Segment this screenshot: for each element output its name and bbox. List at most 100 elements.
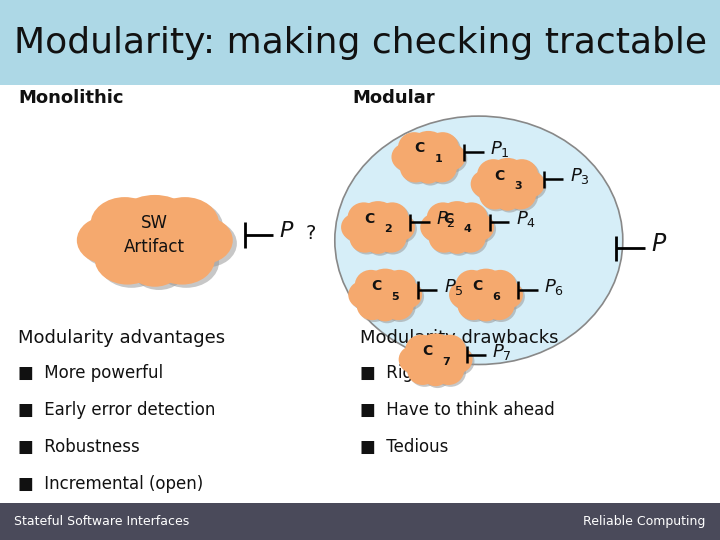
Text: Reliable Computing: Reliable Computing [583,515,706,528]
Ellipse shape [451,283,480,310]
Text: Modularity: making checking tractable: Modularity: making checking tractable [14,26,706,59]
Text: $P_{5}$: $P_{5}$ [444,276,464,297]
Ellipse shape [437,143,465,171]
Ellipse shape [375,223,407,253]
Ellipse shape [348,281,377,308]
Ellipse shape [415,159,441,184]
Ellipse shape [426,132,459,163]
Text: ■  Early error detection: ■ Early error detection [18,401,215,419]
Ellipse shape [155,200,223,254]
Ellipse shape [485,292,516,322]
Ellipse shape [407,336,439,368]
Text: 7: 7 [442,357,449,367]
Ellipse shape [405,335,438,366]
Text: C: C [494,168,504,183]
Ellipse shape [459,292,490,322]
Ellipse shape [394,281,422,308]
Ellipse shape [407,355,438,385]
Ellipse shape [374,299,400,323]
Ellipse shape [508,161,540,192]
Ellipse shape [383,270,415,301]
Ellipse shape [438,203,480,243]
Ellipse shape [481,181,512,211]
Ellipse shape [467,271,509,310]
Text: Monolithic: Monolithic [18,89,124,107]
Text: C: C [444,212,454,226]
Ellipse shape [438,145,467,172]
Ellipse shape [359,292,390,322]
Text: 5: 5 [392,292,399,302]
Ellipse shape [359,203,400,243]
Text: $P$: $P$ [279,220,294,241]
Text: ■  Tedious: ■ Tedious [360,438,449,456]
Ellipse shape [431,225,462,254]
Text: Modular: Modular [353,89,436,107]
Ellipse shape [366,271,408,310]
Ellipse shape [475,299,501,323]
Ellipse shape [410,133,451,172]
Text: 6: 6 [492,292,500,302]
Ellipse shape [382,291,414,320]
Ellipse shape [91,197,159,251]
Ellipse shape [115,198,203,267]
Text: Stateful Software Interfaces: Stateful Software Interfaces [14,515,189,528]
Ellipse shape [357,201,399,241]
Ellipse shape [479,180,510,210]
Text: $P_{6}$: $P_{6}$ [544,276,564,297]
Text: $P_{4}$: $P_{4}$ [516,209,536,230]
Ellipse shape [446,231,472,256]
Text: $P_{3}$: $P_{3}$ [570,166,590,186]
Ellipse shape [99,236,164,288]
Ellipse shape [385,272,418,303]
Ellipse shape [341,213,369,241]
Ellipse shape [420,213,449,241]
Ellipse shape [398,132,431,163]
Ellipse shape [132,247,186,290]
Ellipse shape [444,346,472,373]
Text: ?: ? [306,224,316,244]
Ellipse shape [393,145,422,172]
Bar [0,503,720,540]
Ellipse shape [335,116,623,364]
Ellipse shape [457,272,490,303]
Text: 3: 3 [514,181,521,191]
Ellipse shape [425,363,451,388]
Ellipse shape [479,161,511,192]
Ellipse shape [507,181,538,211]
Text: SW
Artifact: SW Artifact [125,214,185,256]
Ellipse shape [77,217,137,264]
Ellipse shape [444,229,470,254]
Ellipse shape [350,283,379,310]
Ellipse shape [377,225,408,254]
Ellipse shape [364,268,406,308]
Ellipse shape [495,186,521,211]
Text: C: C [372,279,382,293]
Ellipse shape [427,202,459,233]
Ellipse shape [497,188,523,213]
Ellipse shape [378,204,410,235]
Ellipse shape [472,172,501,199]
Ellipse shape [516,170,544,198]
Text: ■  Rigid: ■ Rigid [360,364,428,382]
Text: Modularity drawbacks: Modularity drawbacks [360,329,559,347]
Ellipse shape [343,215,372,242]
Ellipse shape [435,357,466,387]
Ellipse shape [454,223,486,253]
Ellipse shape [355,270,387,301]
Ellipse shape [395,283,424,310]
Ellipse shape [422,215,451,242]
Ellipse shape [505,159,538,190]
Ellipse shape [81,220,141,267]
Ellipse shape [518,172,546,199]
Ellipse shape [372,296,398,321]
Ellipse shape [400,134,432,165]
Ellipse shape [400,348,429,375]
Text: C: C [472,279,482,293]
Ellipse shape [457,291,489,320]
Ellipse shape [426,153,457,183]
Ellipse shape [433,335,466,366]
Text: Modularity advantages: Modularity advantages [18,329,225,347]
Ellipse shape [94,233,161,285]
Text: C: C [422,344,432,358]
Ellipse shape [415,333,456,373]
